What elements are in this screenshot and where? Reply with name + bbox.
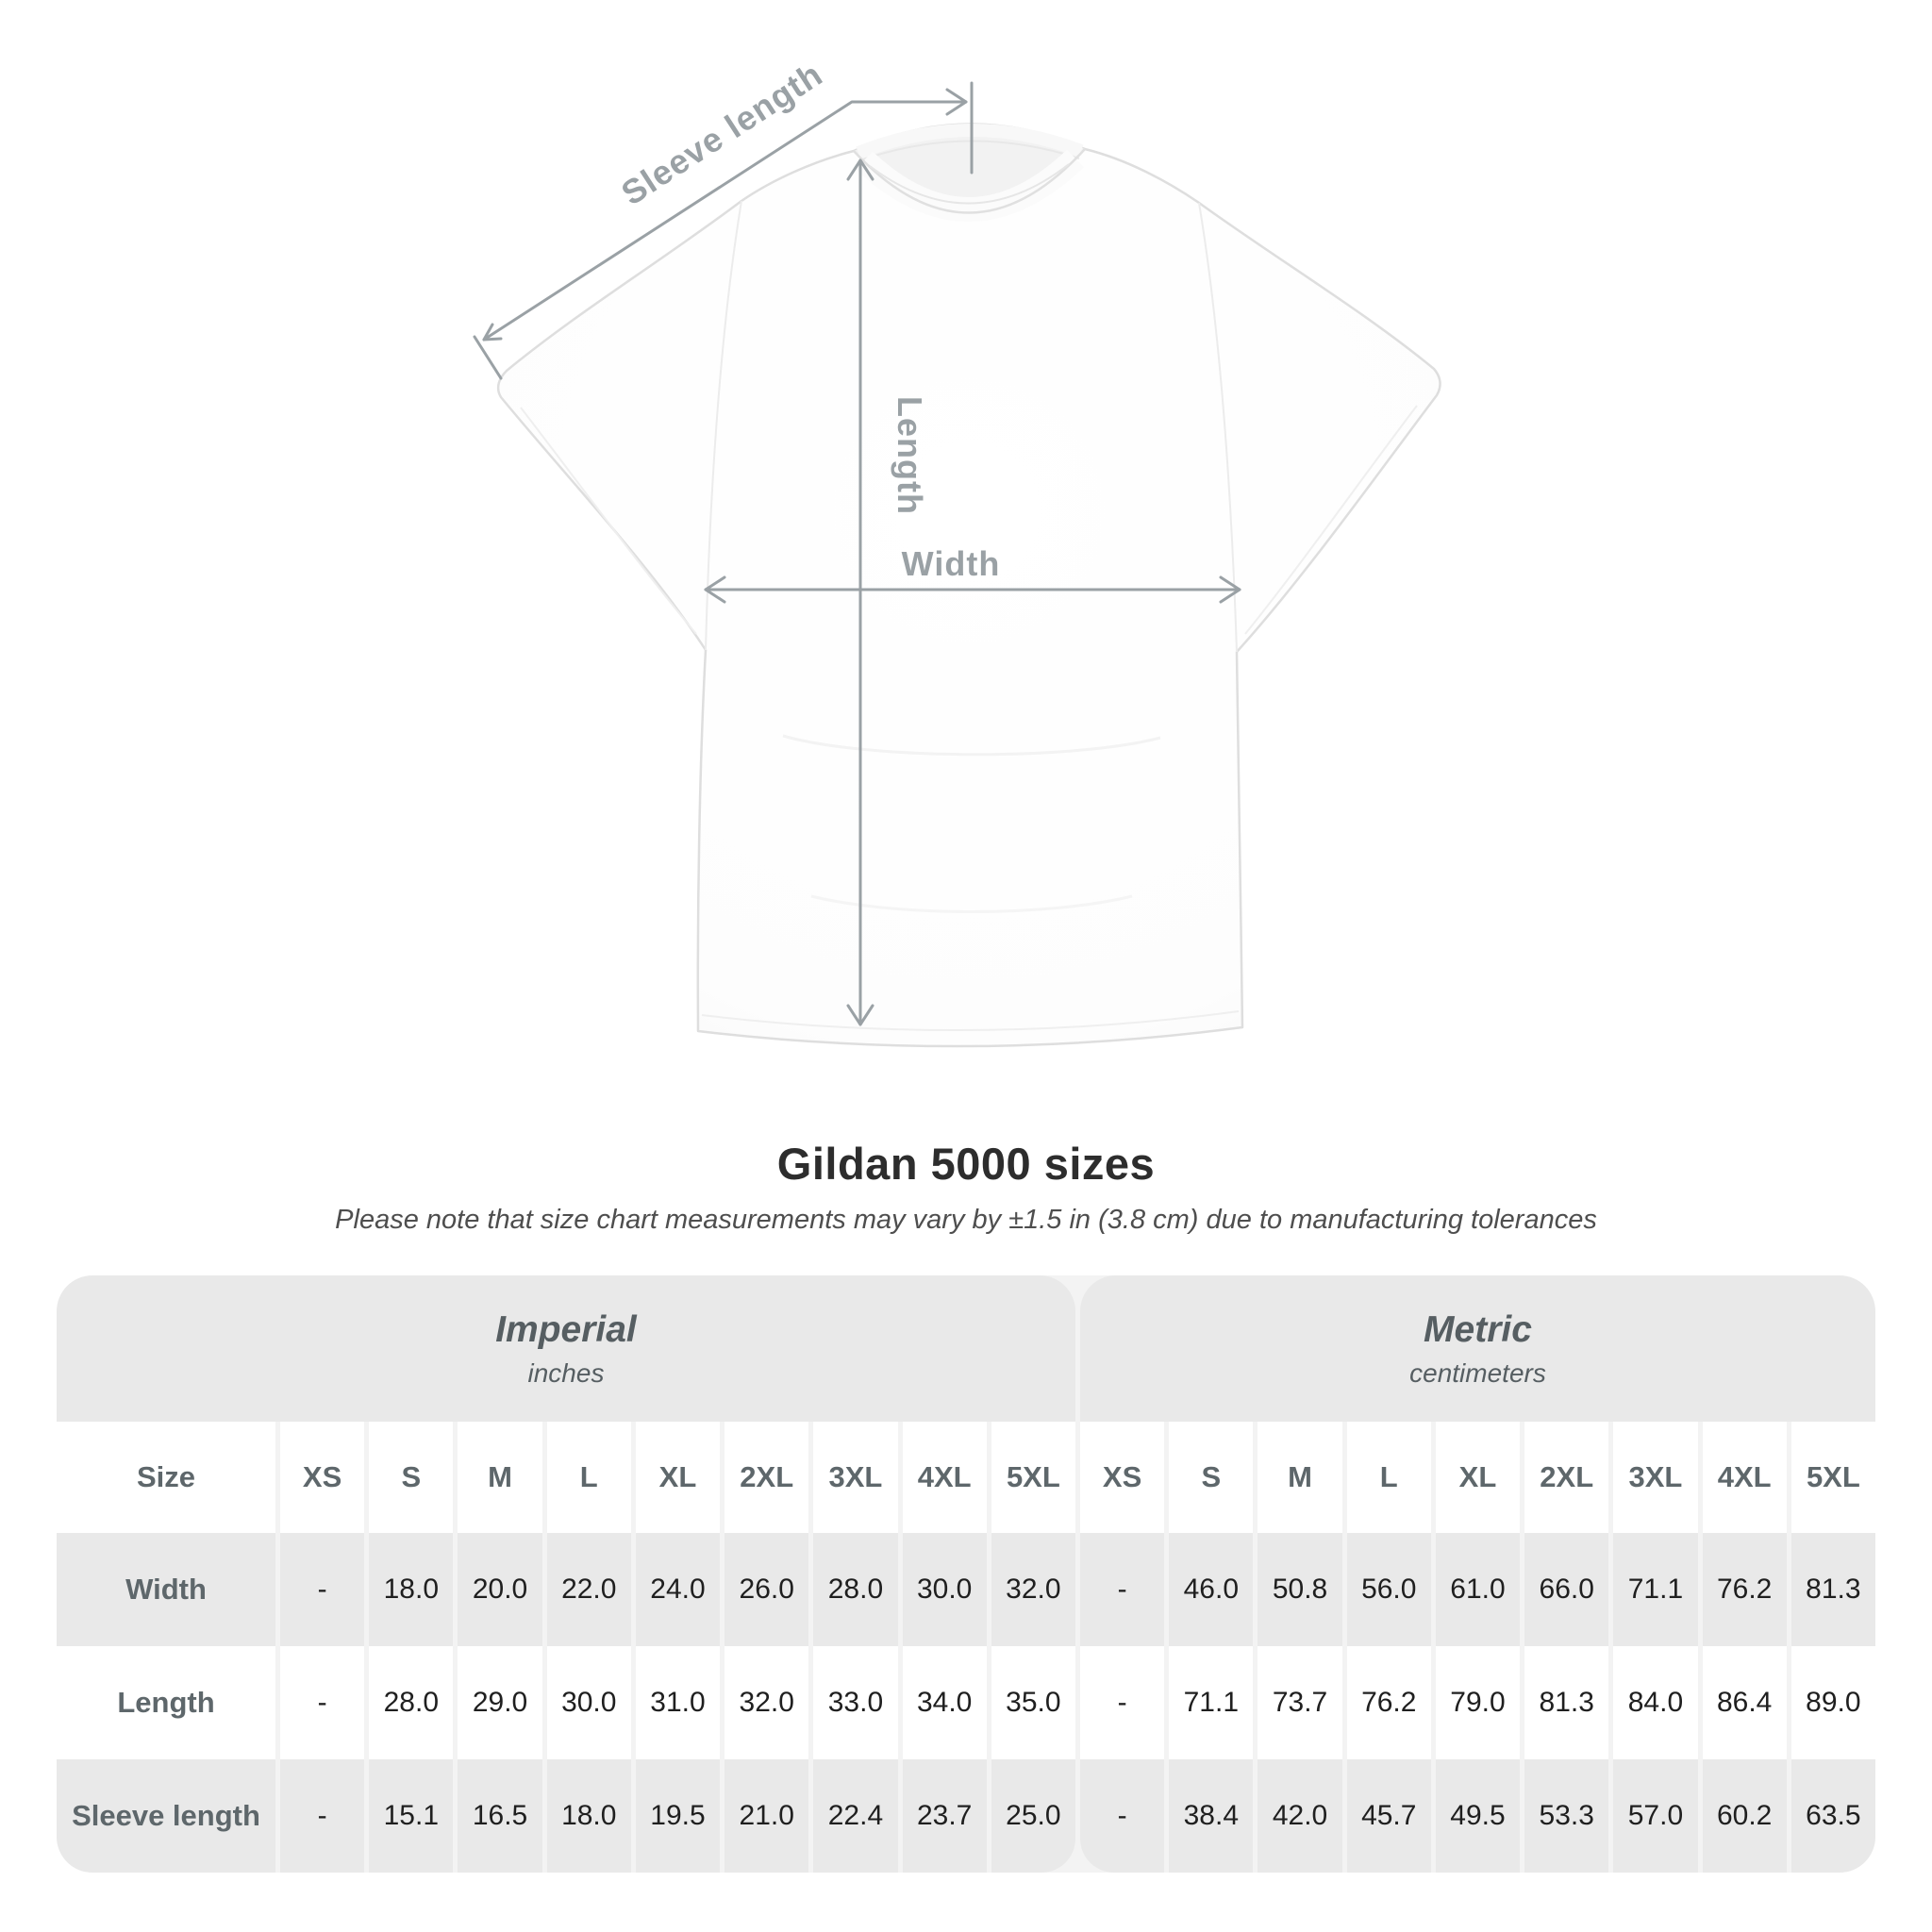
value-cell: 38.4 <box>1169 1759 1254 1873</box>
value-cell: 25.0 <box>991 1759 1075 1873</box>
size-col-header: 5XL <box>991 1422 1075 1533</box>
value-cell: 63.5 <box>1790 1759 1875 1873</box>
row-label: Width <box>57 1533 275 1646</box>
size-col-header: XS <box>1079 1422 1165 1533</box>
value-cell: 28.0 <box>813 1533 898 1646</box>
value-cell: - <box>1079 1759 1165 1873</box>
value-cell: 18.0 <box>546 1759 631 1873</box>
imperial-group-unit: inches <box>527 1357 605 1388</box>
size-col-header: S <box>369 1422 454 1533</box>
size-col-header: L <box>546 1422 631 1533</box>
value-cell: 49.5 <box>1435 1759 1521 1873</box>
value-cell: 32.0 <box>724 1646 809 1759</box>
metric-group-unit: centimeters <box>1409 1357 1546 1388</box>
value-cell: 23.7 <box>902 1759 987 1873</box>
size-col-header: 2XL <box>1524 1422 1609 1533</box>
value-cell: 76.2 <box>1702 1533 1787 1646</box>
size-col-header: 3XL <box>1613 1422 1698 1533</box>
value-cell: - <box>1079 1646 1165 1759</box>
value-cell: 32.0 <box>991 1533 1075 1646</box>
size-table: Imperial inches Metric centimeters Size … <box>57 1275 1875 1873</box>
value-cell: 22.0 <box>546 1533 631 1646</box>
size-col-header: XL <box>1435 1422 1521 1533</box>
tshirt-diagram: Sleeve length Length Width <box>473 55 1441 1048</box>
value-cell: 30.0 <box>902 1533 987 1646</box>
value-cell: 57.0 <box>1613 1759 1698 1873</box>
value-cell: 46.0 <box>1169 1533 1254 1646</box>
value-cell: 29.0 <box>458 1646 542 1759</box>
value-cell: 76.2 <box>1346 1646 1431 1759</box>
size-col-header: L <box>1346 1422 1431 1533</box>
value-cell: 42.0 <box>1257 1759 1342 1873</box>
value-cell: 20.0 <box>458 1533 542 1646</box>
value-cell: - <box>280 1759 365 1873</box>
value-cell: 81.3 <box>1790 1533 1875 1646</box>
value-cell: 89.0 <box>1790 1646 1875 1759</box>
value-cell: 35.0 <box>991 1646 1075 1759</box>
value-cell: 60.2 <box>1702 1759 1787 1873</box>
width-label: Width <box>902 544 1001 583</box>
size-col-header: 4XL <box>902 1422 987 1533</box>
value-cell: 50.8 <box>1257 1533 1342 1646</box>
length-arrow <box>846 158 874 1026</box>
value-cell: 22.4 <box>813 1759 898 1873</box>
value-cell: 79.0 <box>1435 1646 1521 1759</box>
row-label: Sleeve length <box>57 1759 275 1873</box>
value-cell: 45.7 <box>1346 1759 1431 1873</box>
value-cell: 71.1 <box>1613 1533 1698 1646</box>
value-cell: 53.3 <box>1524 1759 1609 1873</box>
value-cell: - <box>280 1533 365 1646</box>
value-cell: 33.0 <box>813 1646 898 1759</box>
value-cell: 56.0 <box>1346 1533 1431 1646</box>
size-col-header: 4XL <box>1702 1422 1787 1533</box>
size-col-header: XL <box>635 1422 721 1533</box>
title-block: Gildan 5000 sizes Please note that size … <box>0 1138 1932 1236</box>
value-cell: 21.0 <box>724 1759 809 1873</box>
value-cell: 19.5 <box>635 1759 721 1873</box>
value-cell: 30.0 <box>546 1646 631 1759</box>
length-label: Length <box>891 396 929 515</box>
page-subtitle: Please note that size chart measurements… <box>335 1205 1597 1235</box>
row-label: Length <box>57 1646 275 1759</box>
metric-group-name: Metric <box>1424 1308 1532 1350</box>
value-cell: 73.7 <box>1257 1646 1342 1759</box>
value-cell: 71.1 <box>1169 1646 1254 1759</box>
value-cell: 16.5 <box>458 1759 542 1873</box>
width-arrow <box>704 575 1241 604</box>
value-cell: 86.4 <box>1702 1646 1787 1759</box>
value-cell: 28.0 <box>369 1646 454 1759</box>
size-col-header: 5XL <box>1790 1422 1875 1533</box>
value-cell: 31.0 <box>635 1646 721 1759</box>
size-header-label: Size <box>57 1422 275 1533</box>
value-cell: - <box>280 1646 365 1759</box>
metric-group-header: Metric centimeters <box>1079 1275 1875 1422</box>
size-col-header: 2XL <box>724 1422 809 1533</box>
size-col-header: M <box>458 1422 542 1533</box>
value-cell: 26.0 <box>724 1533 809 1646</box>
imperial-group-header: Imperial inches <box>57 1275 1075 1422</box>
value-cell: 66.0 <box>1524 1533 1609 1646</box>
value-cell: 24.0 <box>635 1533 721 1646</box>
value-cell: 18.0 <box>369 1533 454 1646</box>
value-cell: - <box>1079 1533 1165 1646</box>
value-cell: 81.3 <box>1524 1646 1609 1759</box>
page-title: Gildan 5000 sizes <box>776 1139 1156 1189</box>
size-col-header: S <box>1169 1422 1254 1533</box>
value-cell: 15.1 <box>369 1759 454 1873</box>
size-col-header: XS <box>280 1422 365 1533</box>
imperial-group-name: Imperial <box>495 1308 637 1350</box>
value-cell: 61.0 <box>1435 1533 1521 1646</box>
sleeve-length-arrow <box>473 81 974 380</box>
value-cell: 84.0 <box>1613 1646 1698 1759</box>
size-col-header: 3XL <box>813 1422 898 1533</box>
tshirt-illustration <box>496 123 1441 1048</box>
value-cell: 34.0 <box>902 1646 987 1759</box>
size-col-header: M <box>1257 1422 1342 1533</box>
